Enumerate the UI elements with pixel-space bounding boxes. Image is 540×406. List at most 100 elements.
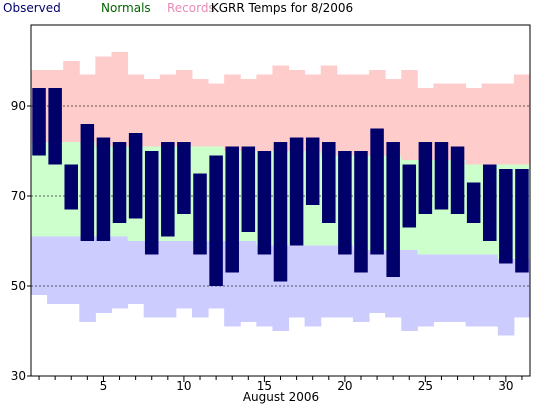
record-high-band <box>401 70 418 160</box>
observed-bar <box>305 137 320 205</box>
record-low-band <box>336 245 354 318</box>
normal-band <box>31 142 48 237</box>
legend-observed: Observed <box>3 1 61 15</box>
record-high-band <box>513 74 531 165</box>
observed-bar <box>450 146 465 214</box>
chart-title: KGRR Temps for 8/2006 <box>211 1 353 15</box>
observed-bar <box>370 128 384 255</box>
record-high-band <box>111 52 129 147</box>
observed-bar <box>289 137 304 246</box>
record-high-band <box>256 74 273 151</box>
observed-bar <box>161 142 175 237</box>
observed-bar <box>128 133 143 219</box>
record-high-band <box>208 83 225 147</box>
record-low-band <box>401 250 418 331</box>
normal-band <box>47 142 64 237</box>
observed-bar <box>354 151 368 273</box>
record-low-band <box>320 245 338 318</box>
record-low-band <box>449 254 467 322</box>
y-tick-label: 30 <box>11 369 26 383</box>
record-low-band <box>465 254 483 327</box>
record-low-band <box>497 259 515 336</box>
x-tick-label: 20 <box>337 379 352 393</box>
observed-bar <box>112 142 127 223</box>
record-low-band <box>95 236 112 313</box>
record-high-band <box>127 74 145 147</box>
observed-bar <box>193 173 207 255</box>
record-low-band <box>513 259 531 318</box>
legend-records: Records <box>167 1 215 15</box>
record-low-band <box>191 241 209 318</box>
record-low-band <box>369 250 386 313</box>
x-tick-label: 25 <box>418 379 433 393</box>
record-low-band <box>31 236 48 295</box>
observed-bar <box>338 151 352 255</box>
x-tick-label: 5 <box>100 379 108 393</box>
record-low-band <box>433 254 451 322</box>
observed-bar <box>482 164 497 241</box>
observed-bar <box>402 164 417 228</box>
observed-bar <box>322 142 336 223</box>
observed-bar <box>32 88 46 156</box>
record-high-band <box>143 79 161 147</box>
record-high-band <box>352 74 370 156</box>
observed-bar <box>144 151 159 255</box>
record-high-band <box>449 83 467 160</box>
record-low-band <box>481 254 499 327</box>
y-axis-ticks: 30 50 70 90 <box>11 99 31 383</box>
record-high-band <box>95 56 112 147</box>
record-low-band <box>63 236 80 304</box>
observed-bar <box>499 169 513 264</box>
observed-bar <box>64 164 79 210</box>
record-high-band <box>224 74 241 151</box>
observed-bars <box>32 88 529 286</box>
record-high-band <box>385 79 402 156</box>
record-high-band <box>433 83 451 160</box>
record-high-band <box>272 65 290 151</box>
x-tick-label: 15 <box>257 379 272 393</box>
observed-bar <box>96 137 111 241</box>
observed-bar <box>515 169 529 273</box>
observed-bar <box>48 88 62 165</box>
y-tick-label: 50 <box>11 279 26 293</box>
record-low-band <box>47 236 64 304</box>
observed-bar <box>466 182 481 223</box>
record-high-band <box>159 74 177 147</box>
observed-bar <box>418 142 433 214</box>
record-high-band <box>240 79 257 151</box>
record-low-band <box>79 236 96 322</box>
record-high-band <box>191 79 209 147</box>
observed-bar <box>386 142 400 277</box>
record-high-band <box>336 74 354 156</box>
observed-bar <box>273 142 288 282</box>
x-tick-label: 10 <box>176 379 191 393</box>
record-low-band <box>240 241 257 322</box>
record-low-band <box>175 241 193 309</box>
x-axis-ticks: 5 10 15 20 25 30 <box>38 376 523 393</box>
record-low-band <box>288 245 306 318</box>
observed-bar <box>434 142 449 210</box>
record-high-band <box>175 70 193 147</box>
x-tick-label: 30 <box>498 379 513 393</box>
observed-bar <box>177 142 191 214</box>
observed-bar <box>80 124 95 241</box>
record-low-band <box>127 241 145 304</box>
record-high-band <box>288 70 306 151</box>
y-tick-label: 90 <box>11 99 26 113</box>
record-high-band <box>320 65 338 156</box>
record-high-band <box>465 88 483 165</box>
y-tick-label: 70 <box>11 189 26 203</box>
observed-bar <box>209 155 223 286</box>
record-low-band <box>159 241 177 318</box>
record-low-band <box>417 254 434 327</box>
record-low-band <box>143 241 161 318</box>
record-high-band <box>63 61 80 142</box>
record-high-band <box>497 83 515 165</box>
record-high-band <box>304 74 322 151</box>
observed-bar <box>241 146 256 232</box>
observed-bar <box>257 151 272 255</box>
observed-bar <box>225 146 239 273</box>
record-low-band <box>111 236 129 309</box>
legend-normals: Normals <box>101 1 151 15</box>
